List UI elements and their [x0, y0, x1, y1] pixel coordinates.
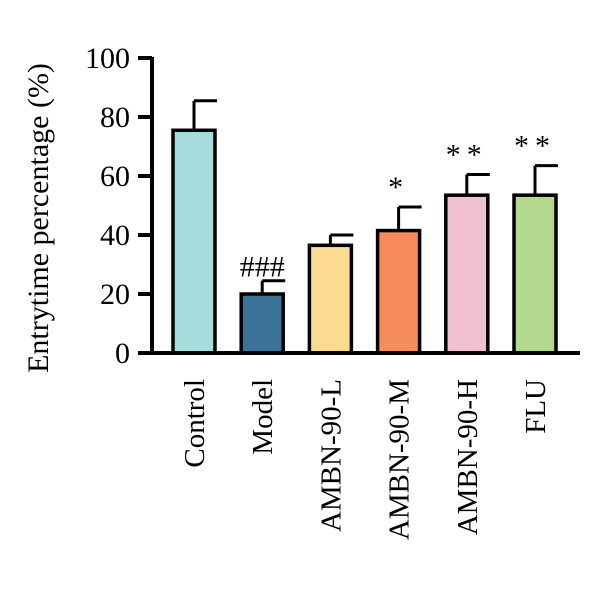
bar: [171, 128, 217, 355]
significance-label: **: [446, 139, 488, 172]
bar: [375, 228, 422, 355]
bar: [444, 193, 490, 355]
x-tick-label: AMBN-90-L: [315, 379, 347, 532]
x-tick-label: AMBN-90-M: [384, 379, 416, 540]
x-tick-label: AMBN-90-H: [452, 379, 484, 535]
bar: [512, 193, 558, 355]
x-axis: Control Model AMBN-90-L AMBN-90-M AMBN-90-H F…: [179, 379, 552, 540]
y-axis: 0 20 40 60 80 100: [85, 42, 152, 370]
significance-markers: ###*** **: [240, 130, 556, 284]
y-axis-label: Entrytime percentage (%): [22, 63, 55, 373]
y-tick-label: 100: [85, 42, 130, 75]
y-tick-label: 20: [100, 278, 130, 311]
x-tick-label: Control: [179, 379, 211, 468]
bar: [239, 292, 285, 355]
significance-label: *: [388, 171, 409, 204]
significance-label: ###: [240, 251, 285, 284]
y-tick-label: 0: [115, 337, 130, 370]
y-tick-label: 40: [100, 219, 130, 252]
x-tick-label: Model: [247, 379, 279, 455]
significance-label: **: [514, 130, 556, 163]
y-tick-label: 80: [100, 101, 130, 134]
x-tick-label: FLU: [520, 379, 552, 434]
error-bars: [192, 99, 558, 294]
bars: [171, 128, 558, 355]
bar: [307, 243, 354, 355]
y-tick-label: 60: [100, 160, 130, 193]
